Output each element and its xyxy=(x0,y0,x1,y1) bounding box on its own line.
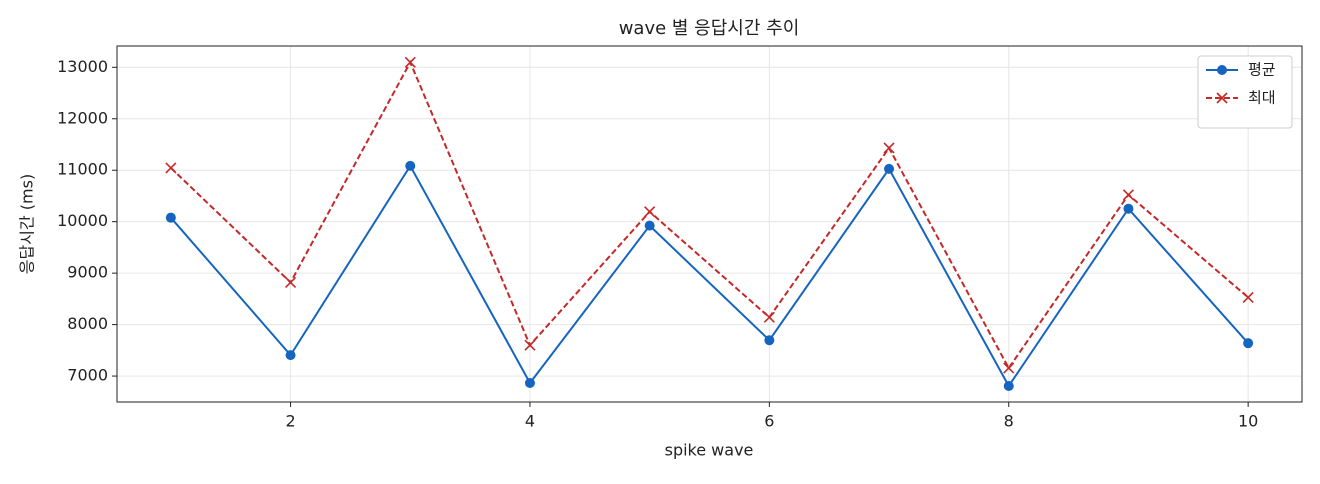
plot-frame xyxy=(116,45,1303,403)
marker xyxy=(405,160,416,171)
marker xyxy=(404,56,416,68)
x-tick-label: 6 xyxy=(764,412,774,431)
y-tick-label: 10000 xyxy=(57,211,108,230)
marker xyxy=(883,142,895,154)
x-tick-label: 10 xyxy=(1238,412,1258,431)
y-tick-label: 8000 xyxy=(67,314,108,333)
x-tick-label: 4 xyxy=(525,412,535,431)
marker xyxy=(284,276,297,288)
marker xyxy=(1003,380,1014,391)
x-tick-label: 8 xyxy=(1004,412,1014,431)
y-tick-label: 11000 xyxy=(57,160,108,179)
legend-label: 평균 xyxy=(1248,61,1276,79)
marker xyxy=(644,206,656,218)
marker xyxy=(1003,362,1015,374)
y-axis-label: 응답시간 (ms) xyxy=(18,174,37,274)
series-line xyxy=(170,60,1249,370)
marker xyxy=(884,163,895,174)
marker xyxy=(524,378,535,389)
x-axis-label: spike wave xyxy=(665,441,754,460)
y-tick-label: 13000 xyxy=(57,57,108,76)
legend-label: 최대 xyxy=(1248,89,1276,107)
marker xyxy=(644,220,655,231)
y-tick-label: 9000 xyxy=(67,263,108,282)
y-tick-label: 12000 xyxy=(57,108,108,127)
legend-marker xyxy=(1216,92,1228,104)
marker xyxy=(524,339,536,351)
series-line xyxy=(170,163,1249,388)
marker xyxy=(285,350,296,361)
chart-title: wave 별 응답시간 추이 xyxy=(619,18,800,39)
y-tick-label: 7000 xyxy=(67,366,108,385)
marker xyxy=(165,212,176,223)
marker xyxy=(1242,291,1254,303)
marker xyxy=(1122,189,1135,201)
marker xyxy=(1123,203,1134,214)
marker xyxy=(763,311,775,323)
legend-marker xyxy=(1217,65,1227,75)
marker xyxy=(1243,338,1254,349)
marker xyxy=(764,335,775,346)
legend-box xyxy=(1197,55,1293,129)
x-tick-label: 2 xyxy=(285,412,295,431)
marker xyxy=(165,162,177,174)
